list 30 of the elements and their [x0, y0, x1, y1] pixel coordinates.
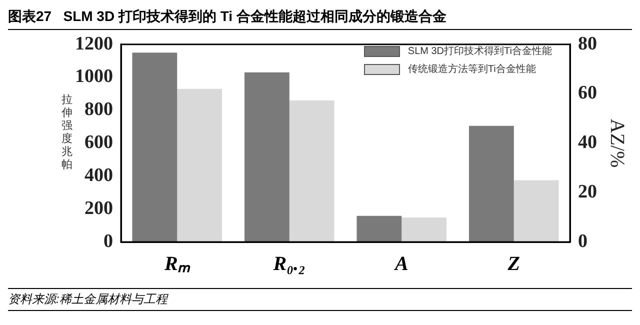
x-tick-label: Z: [506, 253, 520, 276]
text: 资料来源:稀土金属材料与工程: [8, 291, 632, 308]
y-tick-label: 1200: [75, 33, 113, 54]
y2-tick-label: 40: [578, 132, 597, 154]
bar: [289, 100, 334, 242]
y-axis-title: 拉伸强度兆帕: [60, 94, 74, 172]
chart-title: 图表27 SLM 3D 打印技术得到的 Ti 合金性能超过相同成分的锻造合金: [8, 8, 632, 30]
y2-tick-label: 60: [578, 82, 597, 104]
bar: [244, 72, 290, 242]
y-tick-label: 600: [84, 132, 113, 154]
y2-tick-label: 80: [578, 33, 597, 54]
bar: [177, 88, 222, 242]
y2-axis-title: AZ/%: [606, 118, 628, 168]
y-tick-label: 0: [104, 230, 113, 252]
y2-tick-label: 20: [578, 182, 597, 203]
legend-label: 传统锻造方法等到Ti合金性能: [408, 62, 536, 76]
x-tick-label: A: [392, 253, 408, 276]
bar: [356, 216, 402, 242]
bar: [402, 218, 447, 242]
y-tick-label: 800: [84, 99, 113, 120]
y2-tick-label: 0: [578, 230, 588, 252]
bar: [468, 126, 514, 242]
bar: [514, 180, 559, 242]
x-tick-label: R₀.₂: [272, 253, 306, 276]
y-tick-label: 1000: [75, 66, 113, 88]
bar: [132, 52, 178, 242]
y-tick-label: 400: [84, 165, 113, 186]
legend-label: SLM 3D打印技术得到Ti合金性能: [408, 44, 552, 58]
y-tick-label: 200: [84, 198, 113, 219]
x-tick-label: Rₘ: [163, 253, 191, 276]
